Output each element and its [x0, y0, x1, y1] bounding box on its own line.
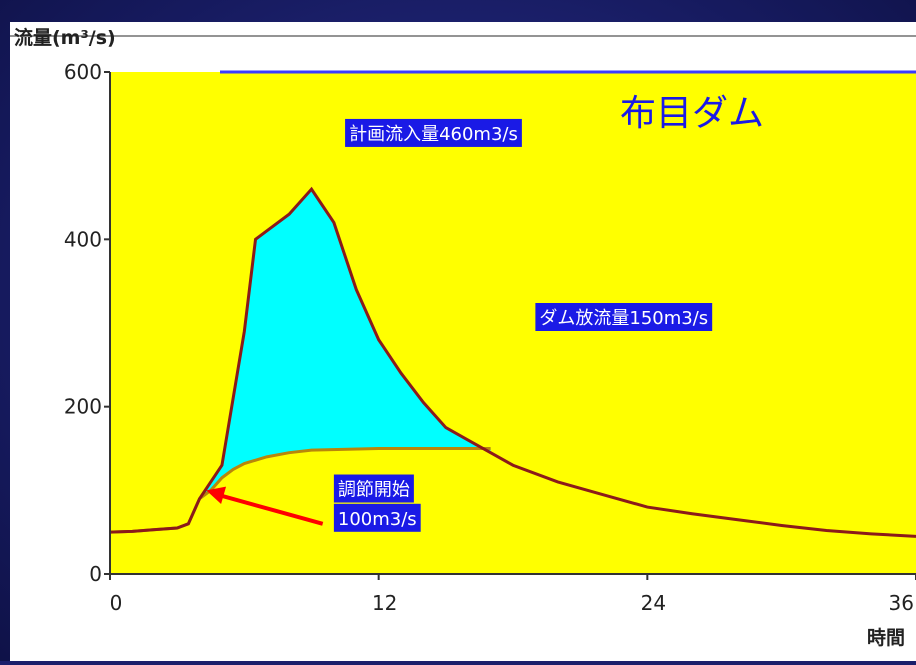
- series-inflow-line: [109, 186, 916, 538]
- annotation-label: 計画流入量460m3/s: [345, 118, 522, 147]
- chart: 流量(m³/s) 0 200 400 600 0 12 24 36 時間 布目ダム 計画流入…: [10, 26, 916, 649]
- svg-text:ダム放流量150m3/s: ダム放流量150m3/s: [539, 308, 708, 329]
- x-tick-label: 0: [110, 591, 123, 615]
- y-tick-label: 600: [64, 60, 102, 84]
- y-axis-label: 流量(m³/s): [14, 26, 116, 49]
- annotation-label: 100m3/s: [333, 503, 421, 532]
- y-tick-label: 400: [64, 227, 102, 251]
- annotation-label: 調節開始: [333, 474, 414, 503]
- y-tick-label: 0: [89, 562, 102, 586]
- svg-text:100m3/s: 100m3/s: [338, 509, 417, 530]
- regulated-area: [199, 189, 491, 499]
- x-axis-label: 時間: [867, 627, 905, 649]
- x-tick-label: 12: [372, 591, 397, 615]
- annotation-label: ダム放流量150m3/s: [535, 303, 713, 331]
- chart-panel: 流量(m³/s) 0 200 400 600 0 12 24 36 時間 布目ダム 計画流入…: [10, 22, 916, 661]
- x-tick-label: 24: [641, 591, 666, 615]
- y-tick-label: 200: [64, 395, 102, 419]
- pointer-arrow: [206, 486, 324, 526]
- svg-text:計画流入量460m3/s: 計画流入量460m3/s: [349, 124, 518, 145]
- chart-title: 布目ダム: [620, 93, 764, 134]
- x-tick-label: 36: [889, 591, 914, 615]
- svg-text:調節開始: 調節開始: [338, 480, 410, 501]
